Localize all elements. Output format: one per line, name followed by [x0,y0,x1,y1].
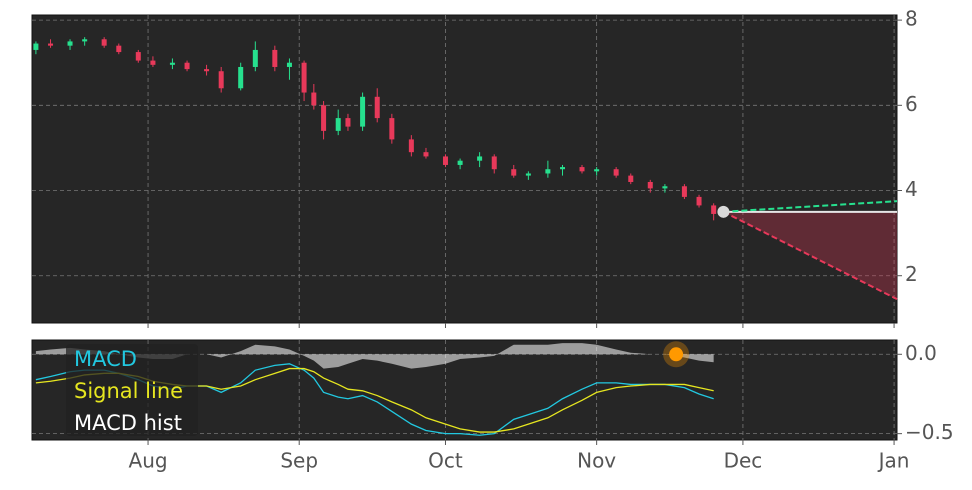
candle-body [345,118,351,127]
candle-body [491,156,497,170]
candle-body [579,167,585,172]
y-tick-label: 8 [905,7,918,31]
candle-body [48,43,54,46]
y-tick-label: 0.0 [905,341,937,365]
forecast-upper [723,200,898,213]
x-tick-label: Dec [724,449,763,473]
marker [669,347,684,362]
legend-label: Signal line [74,379,183,403]
candle-body [286,62,292,67]
legend-label: MACD hist [74,411,182,435]
candle-body [204,69,210,72]
x-tick-label: Jan [877,449,910,473]
candle-body [613,169,619,176]
candle-body [218,71,224,89]
candle-body [101,39,107,46]
y-tick-label: −0.5 [905,420,954,444]
candle-body [442,156,448,165]
candle-body [184,62,190,70]
candle-body [135,52,141,61]
candle-body [238,66,244,89]
forecast-lower [722,210,898,301]
candle-body [423,152,429,157]
candle-body [545,169,551,174]
candle-body [169,62,175,65]
candle-body [511,169,517,176]
candle-body [560,167,566,170]
candle-body [252,49,258,67]
x-tick-label: Oct [428,449,463,473]
candle-body [711,205,717,214]
y-tick-label: 2 [905,262,918,286]
candle-body [272,49,278,67]
candle-body [408,139,414,153]
x-tick-label: Aug [129,449,168,473]
price-panel [31,14,898,324]
candle-body [662,186,668,189]
candle-body [389,118,395,140]
legend-label: MACD [74,347,137,371]
candle-body [67,41,73,46]
candle-body [360,96,366,127]
legend-box [66,344,198,436]
y-tick-label: 6 [905,92,918,116]
candle-body [311,92,317,106]
candle-body [525,173,531,176]
candle-body [301,62,307,93]
x-tick-label: Nov [577,449,616,473]
candle-body [696,196,702,206]
candle-body [321,105,327,131]
x-tick-label: Sep [280,449,318,473]
candle-body [33,43,39,50]
candle-body [681,186,687,197]
candle-body [457,160,463,165]
y-tick-label: 4 [905,177,918,201]
candle-body [335,118,341,131]
macd-hist-area [35,343,714,369]
candle-body [647,181,653,189]
candle-body [116,45,122,53]
candle-body [594,169,600,172]
candle-body [374,96,380,119]
last-price-dot [717,205,730,218]
candle-body [150,60,156,65]
candle-body [82,39,88,42]
candle-body [477,156,483,161]
candle-body [628,175,634,182]
